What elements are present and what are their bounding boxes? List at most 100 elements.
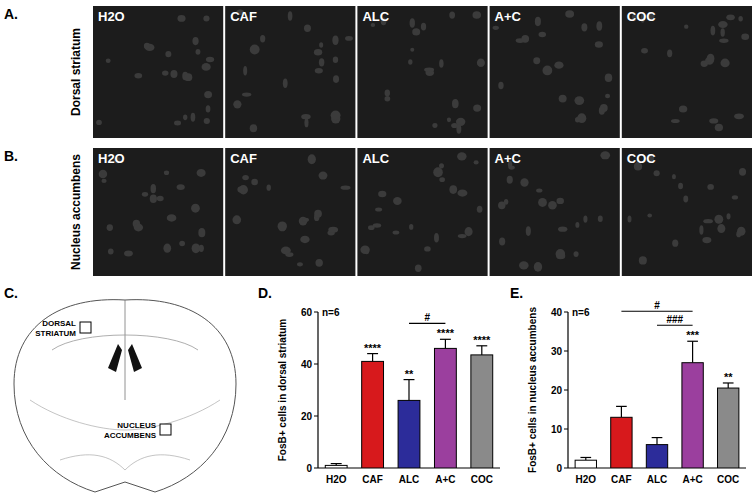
bracket-label: # xyxy=(654,300,660,311)
micrograph-bg xyxy=(622,148,752,276)
cell xyxy=(575,117,580,122)
image-label: H2O xyxy=(98,9,125,24)
cell xyxy=(242,92,251,96)
cell xyxy=(345,36,353,41)
cell xyxy=(250,124,257,132)
cell xyxy=(709,118,718,123)
cell xyxy=(432,123,437,128)
error-bar xyxy=(728,383,729,388)
micrograph-bg xyxy=(225,6,355,138)
cell xyxy=(672,174,676,179)
micrograph-bg xyxy=(225,148,355,276)
micrograph-bg xyxy=(622,6,752,138)
cell xyxy=(266,185,270,191)
cell xyxy=(204,91,212,98)
brain-outline xyxy=(14,300,236,492)
cell xyxy=(715,124,723,132)
cell xyxy=(699,225,703,235)
x-tick-label: COC xyxy=(717,474,739,485)
cell xyxy=(278,221,287,231)
error-bar xyxy=(656,438,657,445)
cell xyxy=(465,227,473,236)
cell xyxy=(707,54,715,64)
cell xyxy=(232,215,241,224)
cell xyxy=(600,151,610,159)
cell xyxy=(439,59,443,68)
cell xyxy=(412,28,420,35)
image-label: ALC xyxy=(362,9,389,24)
cell xyxy=(498,82,503,89)
significance: ** xyxy=(405,368,414,380)
cell xyxy=(493,26,499,30)
cell xyxy=(521,35,529,43)
bar xyxy=(325,465,347,468)
cell xyxy=(314,49,322,56)
subtitle: n=6 xyxy=(322,307,340,318)
micrograph xyxy=(490,6,620,138)
brain-line xyxy=(60,455,190,470)
cell xyxy=(124,251,133,257)
cell xyxy=(701,61,708,67)
y-tick xyxy=(564,312,568,313)
cell xyxy=(641,48,648,53)
cell xyxy=(565,10,574,18)
cell xyxy=(297,262,303,266)
error-cap xyxy=(331,463,342,464)
region-box xyxy=(80,322,91,333)
micrograph-bg xyxy=(357,148,487,276)
bracket-label: ### xyxy=(666,314,683,325)
cell xyxy=(179,241,185,247)
image-label: CAF xyxy=(230,9,257,24)
cell xyxy=(144,43,150,50)
bar xyxy=(611,417,632,468)
error-bar xyxy=(692,341,693,362)
cell xyxy=(157,196,164,201)
cell xyxy=(536,189,542,193)
cell xyxy=(333,57,338,63)
error-bar xyxy=(445,339,446,348)
cell xyxy=(174,120,181,125)
y-tick xyxy=(314,416,318,417)
cell xyxy=(424,67,434,71)
cell xyxy=(508,165,514,169)
chart: 010203040H2OCAFALCA+CCOCFosB+ cells in n… xyxy=(527,300,746,485)
cell xyxy=(671,119,680,123)
cell xyxy=(206,105,211,112)
y-tick xyxy=(564,390,568,391)
cell xyxy=(741,33,749,40)
region-label: NUCLEUSACCUMBENS xyxy=(104,421,157,440)
cell xyxy=(164,170,169,175)
cell xyxy=(191,204,200,213)
x-tick-label: A+C xyxy=(435,474,455,485)
y-tick xyxy=(314,468,318,469)
cell xyxy=(583,215,587,222)
cell xyxy=(163,244,171,253)
row-label: Dorsal striatum xyxy=(69,28,83,116)
cell xyxy=(539,32,547,37)
significance: **** xyxy=(437,327,455,339)
cell xyxy=(195,49,200,55)
y-tick-label: 20 xyxy=(551,385,563,396)
y-axis-title: FosB+ cells in nucleus accumbens xyxy=(527,307,538,473)
cell xyxy=(433,167,443,177)
cell xyxy=(301,114,311,119)
cell xyxy=(206,57,214,63)
cell xyxy=(534,262,542,272)
y-axis xyxy=(317,312,318,468)
cell xyxy=(165,51,171,57)
cell xyxy=(581,23,587,31)
x-tick-label: A+C xyxy=(682,474,702,485)
cell xyxy=(639,256,647,264)
cell xyxy=(434,233,439,242)
error-cap xyxy=(616,406,627,407)
cell xyxy=(599,107,605,115)
cell xyxy=(732,195,738,199)
cell xyxy=(283,78,288,88)
region-label-line: NUCLEUS xyxy=(117,421,156,430)
cell xyxy=(739,168,746,176)
cell xyxy=(314,210,322,218)
y-tick-label: 0 xyxy=(556,463,562,474)
region-label-line: ACCUMBENS xyxy=(104,431,157,440)
brain-schematic xyxy=(14,300,236,492)
cell xyxy=(410,18,415,28)
